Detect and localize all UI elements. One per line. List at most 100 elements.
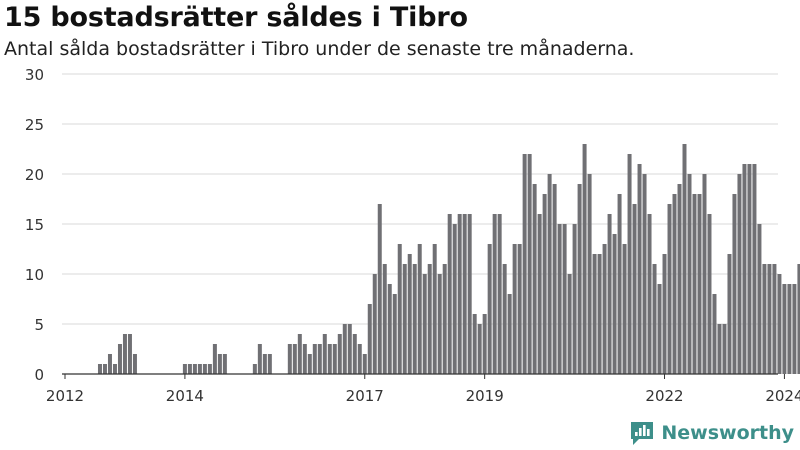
bar	[567, 274, 572, 374]
bar	[347, 324, 352, 374]
bar	[522, 154, 527, 374]
bar	[757, 224, 762, 374]
bar	[702, 174, 707, 374]
y-tick-label: 20	[25, 166, 44, 184]
y-tick-label: 5	[34, 316, 44, 334]
axis-layer: 05101520253015201220142017201920222024	[25, 66, 800, 405]
bar	[782, 284, 787, 374]
bar	[692, 194, 697, 374]
bar	[507, 294, 512, 374]
bar	[677, 184, 682, 374]
brand-name: Newsworthy	[661, 422, 794, 444]
bar	[432, 244, 437, 374]
bar	[187, 364, 192, 374]
bar	[662, 254, 667, 374]
bar	[777, 274, 782, 374]
bar-layer	[97, 144, 800, 374]
bar	[547, 174, 552, 374]
bar	[582, 144, 587, 374]
bar	[587, 174, 592, 374]
newsworthy-logo[interactable]: Newsworthy	[629, 420, 794, 446]
bar	[437, 274, 442, 374]
bar	[477, 324, 482, 374]
bar	[487, 244, 492, 374]
x-tick-label: 2019	[466, 387, 504, 405]
bar	[182, 364, 187, 374]
bar	[412, 264, 417, 374]
bar	[212, 344, 217, 374]
bar	[562, 224, 567, 374]
bar	[742, 164, 747, 374]
bar	[622, 244, 627, 374]
x-tick-label: 2022	[645, 387, 683, 405]
bar	[752, 164, 757, 374]
y-tick-label: 25	[25, 116, 44, 134]
newsworthy-logo-icon	[631, 422, 654, 445]
bar	[287, 344, 292, 374]
bar	[362, 354, 367, 374]
bar	[572, 224, 577, 374]
bar	[262, 354, 267, 374]
bar	[627, 154, 632, 374]
bar	[762, 264, 767, 374]
bar	[552, 184, 557, 374]
bar	[107, 354, 112, 374]
y-tick-label: 10	[25, 266, 44, 284]
bar	[102, 364, 107, 374]
bar	[352, 334, 357, 374]
bar	[667, 204, 672, 374]
bar	[612, 234, 617, 374]
bar	[122, 334, 127, 374]
chart-subtitle: Antal sålda bostadsrätter i Tibro under …	[4, 38, 635, 60]
bar	[387, 284, 392, 374]
bar	[427, 264, 432, 374]
bar	[497, 214, 502, 374]
bar	[637, 164, 642, 374]
bar	[257, 344, 262, 374]
bar	[772, 264, 777, 374]
bar	[527, 154, 532, 374]
bar	[297, 334, 302, 374]
bar	[472, 314, 477, 374]
x-tick-label: 2014	[166, 387, 204, 405]
bar	[307, 354, 312, 374]
y-tick-label: 0	[34, 366, 44, 384]
bar	[767, 264, 772, 374]
bar	[442, 264, 447, 374]
bar	[222, 354, 227, 374]
bar	[422, 274, 427, 374]
bar	[317, 344, 322, 374]
bar	[597, 254, 602, 374]
bar	[192, 364, 197, 374]
bar	[632, 204, 637, 374]
bar	[747, 164, 752, 374]
x-tick-label: 2024	[765, 387, 800, 405]
bar	[672, 194, 677, 374]
bar	[337, 334, 342, 374]
bar	[372, 274, 377, 374]
chart-title: 15 bostadsrätter såldes i Tibro	[4, 2, 468, 33]
bar	[117, 344, 122, 374]
bar	[462, 214, 467, 374]
bar	[557, 224, 562, 374]
bar	[682, 144, 687, 374]
bar	[217, 354, 222, 374]
bar	[532, 184, 537, 374]
bar	[657, 284, 662, 374]
bar	[197, 364, 202, 374]
bar	[457, 214, 462, 374]
bar	[267, 354, 272, 374]
bar	[467, 214, 472, 374]
bar	[397, 244, 402, 374]
bar	[452, 224, 457, 374]
bar	[707, 214, 712, 374]
bar	[252, 364, 257, 374]
bar	[367, 304, 372, 374]
bar	[732, 194, 737, 374]
bar	[652, 264, 657, 374]
bar	[787, 284, 792, 374]
bar	[207, 364, 212, 374]
bar	[417, 244, 422, 374]
bar	[97, 364, 102, 374]
bar	[792, 284, 797, 374]
